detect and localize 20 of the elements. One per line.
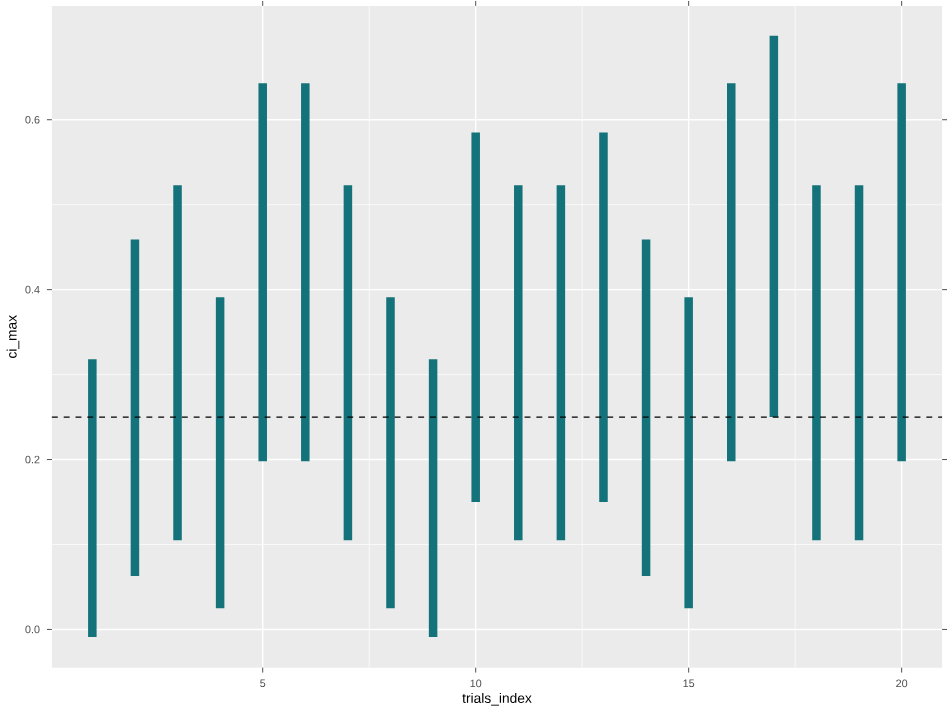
bar bbox=[812, 185, 821, 541]
bar bbox=[386, 297, 395, 609]
bar bbox=[769, 35, 779, 417]
bar bbox=[471, 132, 480, 502]
bar bbox=[897, 83, 906, 462]
bar bbox=[301, 83, 310, 462]
bar bbox=[641, 239, 651, 576]
bar bbox=[258, 83, 267, 462]
bar bbox=[215, 297, 225, 609]
bar bbox=[428, 359, 438, 638]
bar bbox=[727, 83, 736, 462]
bar bbox=[514, 185, 523, 541]
bar bbox=[854, 185, 864, 541]
bar bbox=[556, 185, 566, 541]
bar bbox=[343, 185, 353, 541]
bar bbox=[684, 297, 693, 609]
bar bbox=[173, 185, 182, 541]
bar bbox=[88, 359, 97, 638]
bar bbox=[130, 239, 140, 576]
bar bbox=[599, 132, 608, 502]
